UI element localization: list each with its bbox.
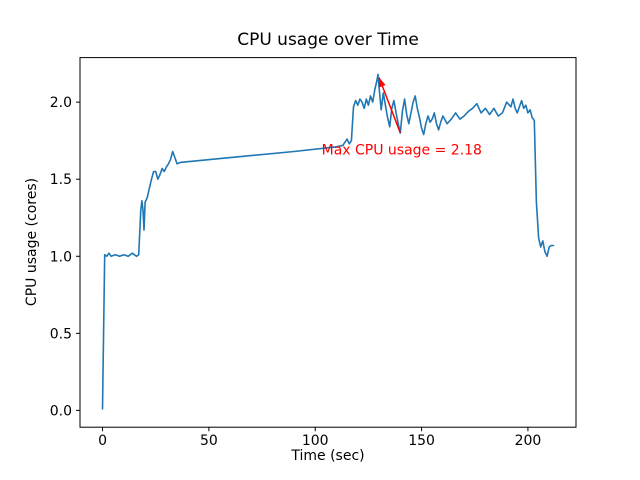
annotation-arrow	[378, 77, 402, 134]
x-tick-label: 0	[98, 433, 107, 449]
plot-area: 0 50 100 150 200 0.0 0.5 1.0 1.5 2.0 Max CPU usage…	[50, 57, 577, 449]
y-tick-label: 0.5	[50, 326, 72, 342]
chart-title: CPU usage over Time	[237, 30, 419, 50]
y-tick-label: 1.0	[50, 249, 72, 265]
x-tick-label: 100	[302, 433, 329, 449]
x-tick-label: 50	[200, 433, 218, 449]
y-axis-label: CPU usage (cores)	[24, 178, 40, 306]
annotation-text: Max CPU usage = 2.18	[322, 143, 482, 159]
x-tick-label: 150	[408, 433, 435, 449]
x-tick-label: 200	[515, 433, 542, 449]
cpu-usage-line	[101, 73, 555, 410]
x-axis-label: Time (sec)	[290, 448, 364, 464]
plot-border	[79, 57, 577, 428]
y-tick-label: 1.5	[50, 172, 72, 188]
y-tick-label: 2.0	[50, 95, 72, 111]
annotation-arrowhead	[379, 77, 386, 88]
y-tick-label: 0.0	[50, 403, 72, 419]
